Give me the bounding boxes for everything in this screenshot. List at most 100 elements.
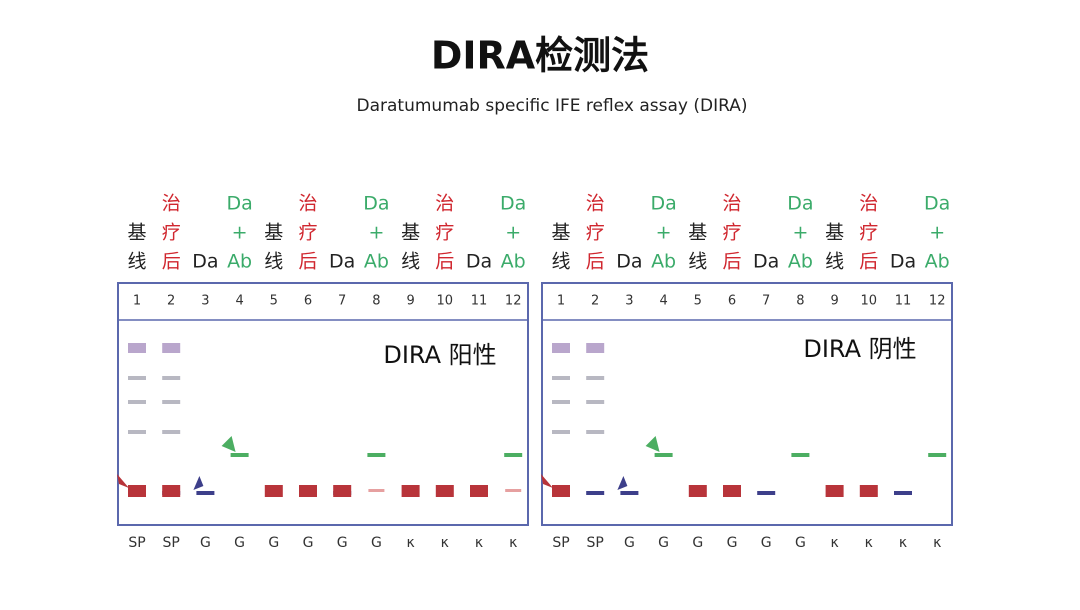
- lane-bottom: G: [234, 535, 245, 551]
- band: [470, 485, 488, 497]
- lane-header: 线: [401, 251, 420, 273]
- title: DIRA检测法: [431, 34, 649, 78]
- lane-header: 治: [162, 193, 181, 215]
- band: [586, 430, 605, 434]
- lane-header: 后: [722, 251, 741, 273]
- lane-header: 疗: [435, 222, 454, 244]
- lane-header: 疗: [586, 222, 605, 244]
- band: [367, 453, 386, 457]
- lane-number: 9: [830, 294, 838, 309]
- lane-header: 基: [825, 222, 844, 244]
- lane-number: 6: [728, 294, 736, 309]
- band: [586, 376, 605, 380]
- band: [162, 400, 181, 404]
- panel-label: DIRA 阳性: [383, 341, 496, 369]
- lane-bottom: SP: [587, 535, 604, 551]
- lane-bottom: G: [624, 535, 635, 551]
- lane-header: Ab: [364, 251, 389, 273]
- arrowhead: [117, 474, 129, 488]
- lane-number: 9: [406, 294, 414, 309]
- band: [552, 376, 570, 380]
- lane-bottom: G: [727, 535, 738, 551]
- lane-bottom: κ: [899, 535, 907, 551]
- lane-number: 6: [304, 294, 312, 309]
- lane-header: 线: [264, 251, 283, 273]
- lane-number: 2: [167, 294, 175, 309]
- lane-header: Ab: [925, 251, 950, 273]
- band: [299, 485, 317, 497]
- lane-header: 治: [586, 193, 605, 215]
- band: [128, 485, 146, 497]
- lane-bottom: G: [761, 535, 772, 551]
- lane-number: 3: [201, 294, 209, 309]
- band: [162, 376, 181, 380]
- lane-bottom: κ: [441, 535, 449, 551]
- lane-header: 治: [435, 193, 454, 215]
- band: [825, 485, 844, 497]
- lane-header: Da: [753, 251, 779, 273]
- lane-header: Da: [363, 193, 389, 215]
- lane-header: 基: [264, 222, 283, 244]
- lane-number: 2: [591, 294, 599, 309]
- lane-header: Da: [192, 251, 218, 273]
- lane-header: 后: [298, 251, 317, 273]
- lane-number: 7: [338, 294, 346, 309]
- lane-bottom: κ: [830, 535, 838, 551]
- lane-number: 4: [659, 294, 667, 309]
- lane-number: 11: [895, 294, 912, 309]
- lane-number: 11: [471, 294, 488, 309]
- band: [928, 453, 947, 457]
- lane-header: Da: [226, 193, 252, 215]
- band: [552, 343, 570, 353]
- band: [654, 453, 673, 457]
- lane-header: 后: [859, 251, 878, 273]
- lane-number: 4: [235, 294, 243, 309]
- lane-bottom: G: [268, 535, 279, 551]
- lane-header: Ab: [651, 251, 676, 273]
- band: [586, 343, 605, 353]
- band: [586, 491, 605, 495]
- lane-bottom: G: [371, 535, 382, 551]
- lane-bottom: κ: [865, 535, 873, 551]
- lane-bottom: G: [200, 535, 211, 551]
- band: [859, 485, 878, 497]
- band: [435, 485, 454, 497]
- band: [401, 485, 420, 497]
- lane-number: 12: [505, 294, 522, 309]
- lane-header: Da: [787, 193, 813, 215]
- band: [368, 489, 385, 492]
- band: [162, 485, 181, 497]
- lane-header: 基: [551, 222, 570, 244]
- lane-header: 后: [586, 251, 605, 273]
- lane-number: 8: [796, 294, 804, 309]
- lane-number: 7: [762, 294, 770, 309]
- lane-header: +: [929, 222, 945, 244]
- lane-header: 疗: [298, 222, 317, 244]
- band: [162, 430, 181, 434]
- lane-bottom: G: [303, 535, 314, 551]
- lane-header: Ab: [501, 251, 526, 273]
- lane-header: Da: [466, 251, 492, 273]
- band: [552, 430, 570, 434]
- lane-header: 治: [722, 193, 741, 215]
- lane-header: 线: [551, 251, 570, 273]
- lane-number: 1: [557, 294, 565, 309]
- lane-header: Da: [650, 193, 676, 215]
- lane-header: Da: [890, 251, 916, 273]
- lane-bottom: G: [795, 535, 806, 551]
- arrowhead: [193, 476, 204, 490]
- band: [505, 489, 522, 492]
- arrowhead: [541, 474, 553, 488]
- band: [791, 453, 810, 457]
- band: [620, 491, 639, 495]
- band: [757, 491, 776, 495]
- lane-bottom: κ: [933, 535, 941, 551]
- lane-bottom: SP: [163, 535, 180, 551]
- lane-number: 10: [861, 294, 878, 309]
- lane-number: 3: [625, 294, 633, 309]
- band: [552, 485, 570, 497]
- lane-header: 基: [401, 222, 420, 244]
- lane-header: Da: [500, 193, 526, 215]
